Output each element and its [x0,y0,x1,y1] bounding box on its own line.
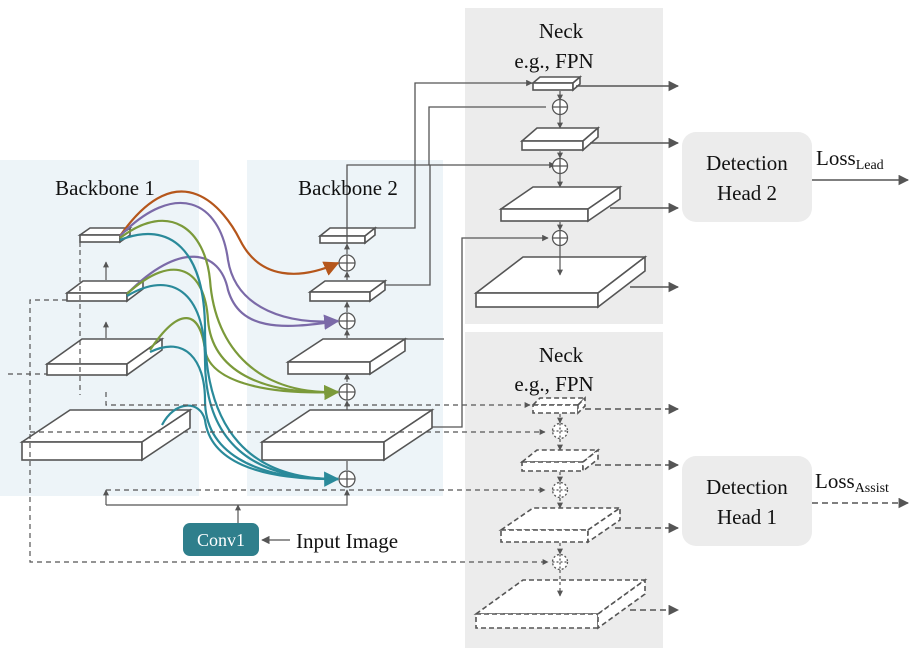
neck-top-outputs [576,80,910,293]
skip-green-2 [126,268,339,394]
neck-bottom-layers [473,396,648,630]
detection-head-1-box [682,456,812,546]
backbone2-sum-nodes [338,254,356,488]
skip-teal-1 [119,232,340,487]
neck-bottom-layer-4 [473,578,648,630]
backbone2-layer-3 [307,279,388,303]
backbone2-title: Backbone 2 [298,176,398,200]
head1-line2: Head 1 [717,505,777,529]
neck-bottom-outputs [585,403,910,616]
skip-connections [119,190,340,487]
neck-top-layer-4 [473,255,648,309]
neck-bottom-title-2: e.g., FPN [514,372,593,396]
detection-head-2-box [682,132,812,222]
conv1-connections [103,489,350,545]
neck-bottom-layer-1 [531,396,587,415]
neck-top-title-2: e.g., FPN [514,49,593,73]
skip-orange [119,190,340,276]
skip-teal-4 [161,404,339,481]
auxiliary-dashed-paths [8,242,549,565]
skip-green-1 [119,219,340,401]
skip-teal-2 [126,284,339,481]
head2-line2: Head 2 [717,181,777,205]
neck-bottom-layer-2 [519,448,601,473]
neck-top-layer-2 [519,126,601,152]
backbone1-layer-1 [19,408,193,462]
loss-assist: LossAssist [815,469,889,496]
input-image-label: Input Image [296,529,398,553]
backbone2-layer-2 [285,337,408,376]
conv1-label: Conv1 [197,530,245,550]
neck-top-layer-3 [498,185,623,223]
neck-bottom-layer-3 [498,506,623,544]
backbone2-layer-4 [317,226,378,245]
conv1-box [183,523,259,556]
neck-top-title-1: Neck [539,19,584,43]
skip-purple-1 [119,201,340,330]
neck-bottom-sum-nodes [551,422,569,571]
neck-top-layer-1 [530,75,583,92]
loss-lead: LossLead [816,146,884,173]
head1-line1: Detection [706,475,788,499]
backbone1-layer-2 [44,337,165,377]
skip-purple-2 [126,255,339,327]
backbone1-title: Backbone 1 [55,176,155,200]
backbone2-layer-1 [259,408,435,462]
neck-bottom-title-1: Neck [539,343,584,367]
head2-line1: Detection [706,151,788,175]
backbone2-to-neck-lines [346,79,556,428]
neck-top-sum-nodes [551,98,569,247]
